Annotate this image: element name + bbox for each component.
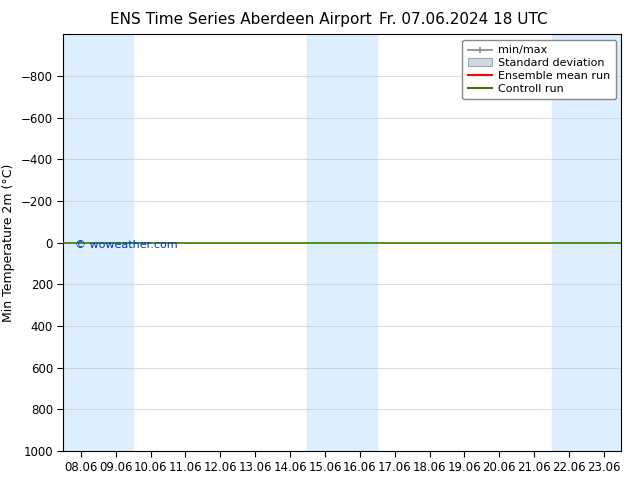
Bar [307,34,377,451]
Bar [63,34,133,451]
Text: © woweather.com: © woweather.com [75,241,177,250]
Text: Fr. 07.06.2024 18 UTC: Fr. 07.06.2024 18 UTC [378,12,547,27]
Bar [552,34,621,451]
Legend: min/max, Standard deviation, Ensemble mean run, Controll run: min/max, Standard deviation, Ensemble me… [462,40,616,99]
Text: ENS Time Series Aberdeen Airport: ENS Time Series Aberdeen Airport [110,12,372,27]
Y-axis label: Min Temperature 2m (°C): Min Temperature 2m (°C) [3,163,15,322]
